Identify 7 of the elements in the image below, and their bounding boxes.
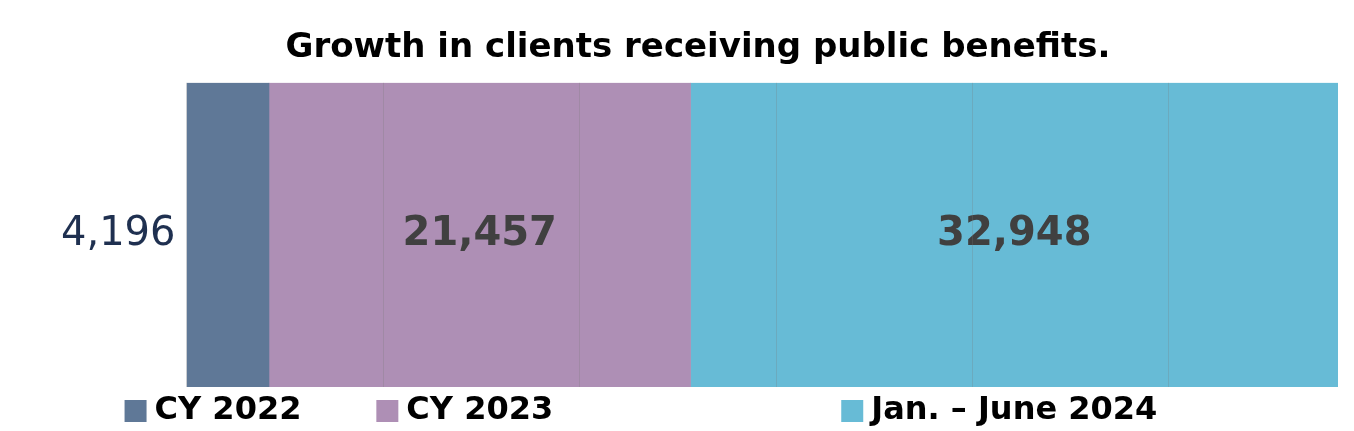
data-label: 21,457 — [402, 208, 557, 255]
legend-label: CY 2022 — [154, 389, 302, 428]
data-label: 32,948 — [937, 208, 1092, 255]
chart-title: Growth in clients receiving public benefits. — [285, 25, 1111, 66]
legend-label: Jan. – June 2024 — [869, 389, 1158, 428]
legend-label: CY 2023 — [406, 389, 554, 428]
y-tick-label: 4,196 — [61, 208, 176, 255]
